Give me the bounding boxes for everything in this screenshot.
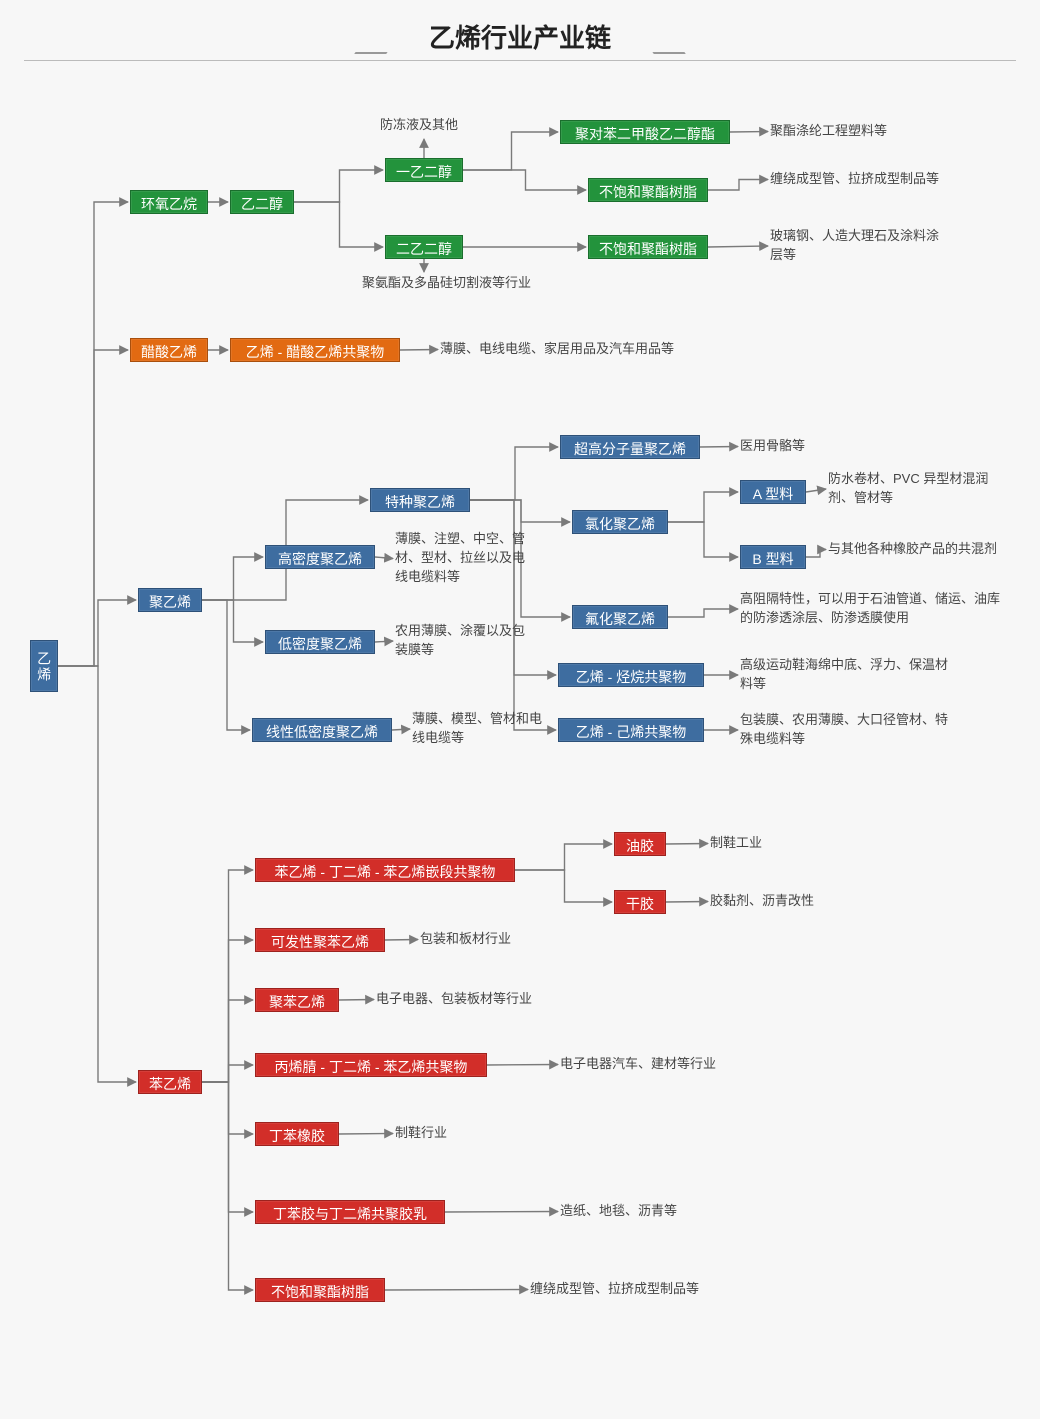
node-b2: 乙二醇: [230, 190, 294, 214]
node-p1: 特种聚乙烯: [370, 488, 470, 512]
node-b4: 二乙二醇: [385, 235, 463, 259]
text-t3: 缠绕成型管、拉挤成型制品等: [770, 170, 940, 189]
node-p8: B 型料: [740, 545, 806, 569]
text-t13: 薄膜、注塑、中空、管材、型材、拉丝以及电线电缆料等: [395, 530, 535, 587]
node-b1: 环氧乙烷: [130, 190, 208, 214]
node-s0: 苯乙烯: [138, 1070, 202, 1094]
text-t12: 包装膜、农用薄膜、大口径管材、特殊电缆料等: [740, 711, 960, 749]
node-p10: 乙烯 - 烃烷共聚物: [558, 663, 704, 687]
node-s6: 丁苯胶与丁二烯共聚胶乳: [255, 1200, 445, 1224]
text-t10: 高阻隔特性，可以用于石油管道、储运、油库的防渗透涂层、防渗透膜使用: [740, 590, 1000, 628]
title-wrap: 乙烯行业产业链: [0, 18, 1040, 55]
text-t14: 农用薄膜、涂覆以及包装膜等: [395, 622, 525, 660]
node-p4: 线性低密度聚乙烯: [252, 718, 392, 742]
text-t9: 与其他各种橡胶产品的共混剂: [828, 540, 998, 559]
node-p5: 超高分子量聚乙烯: [560, 435, 700, 459]
node-p9: 氟化聚乙烯: [572, 605, 668, 629]
text-t1: 防冻液及其他: [380, 116, 500, 135]
node-o1: 醋酸乙烯: [130, 338, 208, 362]
text-t7: 医用骨骼等: [740, 437, 860, 456]
node-o2: 乙烯 - 醋酸乙烯共聚物: [230, 338, 400, 362]
text-t11: 高级运动鞋海绵中底、浮力、保温材料等: [740, 656, 960, 694]
text-t19: 电子电器、包装板材等行业: [376, 990, 596, 1009]
text-t18: 包装和板材行业: [420, 930, 580, 949]
text-t21: 制鞋行业: [395, 1124, 515, 1143]
text-t5: 聚氨酯及多晶硅切割液等行业: [362, 274, 582, 293]
text-t4: 玻璃钢、人造大理石及涂料涂层等: [770, 227, 940, 265]
text-t15: 薄膜、模型、管材和电线电缆等: [412, 710, 542, 748]
node-p6: 氯化聚乙烯: [572, 510, 668, 534]
node-p11: 乙烯 - 己烯共聚物: [558, 718, 704, 742]
page-title: 乙烯行业产业链: [403, 18, 637, 55]
node-p2: 高密度聚乙烯: [265, 545, 375, 569]
node-s7: 不饱和聚酯树脂: [255, 1278, 385, 1302]
node-b5: 聚对苯二甲酸乙二醇酯: [560, 120, 730, 144]
text-t6: 薄膜、电线电缆、家居用品及汽车用品等: [440, 340, 800, 359]
text-t2: 聚酯涤纶工程塑料等: [770, 122, 950, 141]
node-b3: 一乙二醇: [385, 158, 463, 182]
text-t16: 制鞋工业: [710, 834, 830, 853]
text-t8: 防水卷材、PVC 异型材混润剂、管材等: [828, 470, 998, 508]
node-p0: 聚乙烯: [138, 588, 202, 612]
node-s9: 干胶: [614, 890, 666, 914]
node-b7: 不饱和聚酯树脂: [588, 235, 708, 259]
node-root: 乙烯: [30, 640, 58, 692]
node-s1: 苯乙烯 - 丁二烯 - 苯乙烯嵌段共聚物: [255, 858, 515, 882]
diagram-canvas: 乙烯行业产业链 乙烯环氧乙烷乙二醇一乙二醇二乙二醇聚对苯二甲酸乙二醇酯不饱和聚酯…: [0, 0, 1040, 1419]
text-t17: 胶黏剂、沥青改性: [710, 892, 870, 911]
node-s3: 聚苯乙烯: [255, 988, 339, 1012]
node-s8: 油胶: [614, 832, 666, 856]
node-p3: 低密度聚乙烯: [265, 630, 375, 654]
text-t23: 缠绕成型管、拉挤成型制品等: [530, 1280, 770, 1299]
title-rule: [24, 60, 1016, 61]
node-s4: 丙烯腈 - 丁二烯 - 苯乙烯共聚物: [255, 1053, 487, 1077]
node-s2: 可发性聚苯乙烯: [255, 928, 385, 952]
text-t20: 电子电器汽车、建材等行业: [560, 1055, 780, 1074]
node-b6: 不饱和聚酯树脂: [588, 178, 708, 202]
text-t22: 造纸、地毯、沥青等: [560, 1202, 760, 1221]
node-s5: 丁苯橡胶: [255, 1122, 339, 1146]
node-p7: A 型料: [740, 480, 806, 504]
